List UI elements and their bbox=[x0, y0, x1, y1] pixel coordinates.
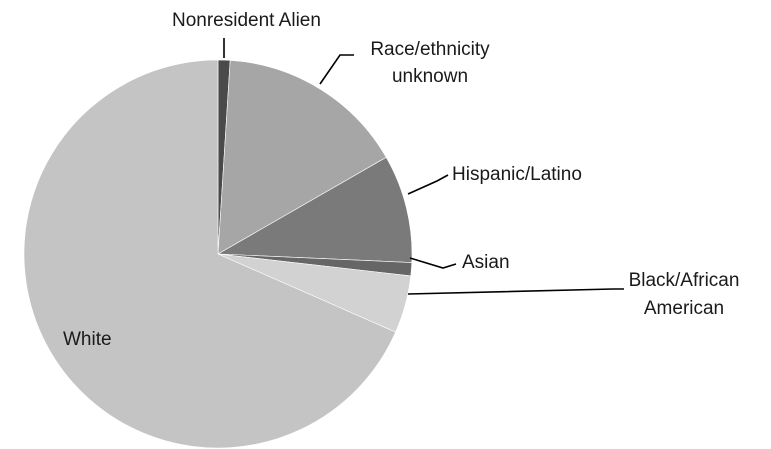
slice-labels: Nonresident Alien Race/ethnicity unknown Hi… bbox=[63, 10, 739, 350]
pie-slices bbox=[23, 59, 413, 449]
slice-label-race-ethnicity-unknown-line-1: Race/ethnicity bbox=[370, 39, 490, 60]
slice-label-white: White bbox=[63, 329, 112, 350]
leader-line-black-african-american bbox=[407, 288, 624, 295]
slice-label-asian: Asian bbox=[462, 252, 510, 273]
leader-lines bbox=[223, 38, 624, 295]
slice-label-black-african-american-line-1: Black/African bbox=[629, 270, 740, 291]
slice-label-nonresident-alien: Nonresident Alien bbox=[172, 10, 321, 31]
slice-label-hispanic-latino: Hispanic/Latino bbox=[452, 164, 582, 185]
leader-line-race-ethnicity-unknown bbox=[319, 54, 354, 85]
slice-label-black-african-american-line-2: American bbox=[644, 298, 724, 319]
slice-race-ethnicity-unknown bbox=[217, 60, 387, 255]
slice-label-race-ethnicity-unknown-line-2: unknown bbox=[392, 66, 468, 87]
leader-line-asian bbox=[409, 257, 457, 269]
slice-white bbox=[23, 59, 396, 449]
leader-line-hispanic-latino bbox=[407, 174, 449, 195]
